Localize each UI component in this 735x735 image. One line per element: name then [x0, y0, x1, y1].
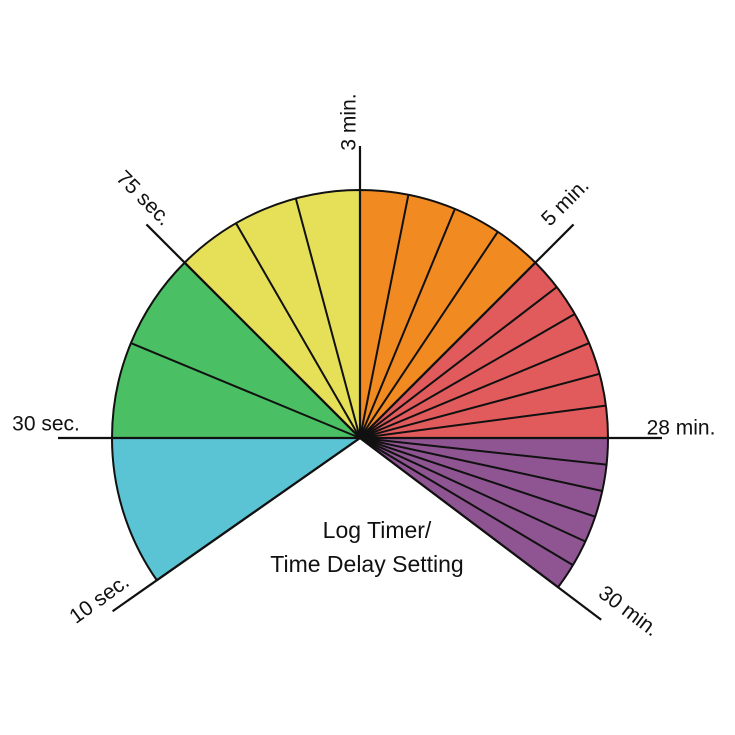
marker-line-7: [359, 437, 602, 621]
title-line-2: Time Delay Setting: [270, 551, 463, 577]
division-line: [359, 437, 574, 566]
marker-label-6: 28 min.: [647, 417, 716, 440]
dial-markers: [58, 146, 662, 621]
division-line: [359, 313, 576, 439]
division-line: [359, 342, 590, 439]
division-line: [359, 404, 607, 439]
dial-dividers: [130, 194, 607, 566]
division-line: [359, 437, 586, 543]
division-line: [359, 437, 603, 492]
marker-line-1: [111, 437, 361, 613]
division-line: [235, 222, 361, 439]
division-line: [359, 208, 456, 439]
division-line: [359, 286, 558, 439]
marker-label-3: 75 sec.: [112, 166, 176, 230]
division-line: [359, 372, 600, 439]
marker-label-5: 5 min.: [537, 174, 594, 231]
wedge-3: [183, 189, 361, 439]
division-line: [294, 198, 361, 439]
marker-label-4: 3 min.: [338, 93, 361, 150]
marker-line-5: [359, 223, 575, 439]
marker-label-2: 30 sec.: [12, 413, 80, 436]
wedge-1: [111, 437, 361, 582]
marker-label-1: 10 sec.: [65, 570, 133, 628]
division-line: [359, 437, 607, 466]
division-line: [359, 231, 499, 439]
marker-line-3: [145, 223, 361, 439]
division-line: [359, 437, 596, 518]
division-line: [130, 342, 361, 439]
title-line-1: Log Timer/: [323, 517, 432, 543]
division-line: [359, 194, 410, 439]
marker-label-7: 30 min.: [594, 581, 663, 641]
